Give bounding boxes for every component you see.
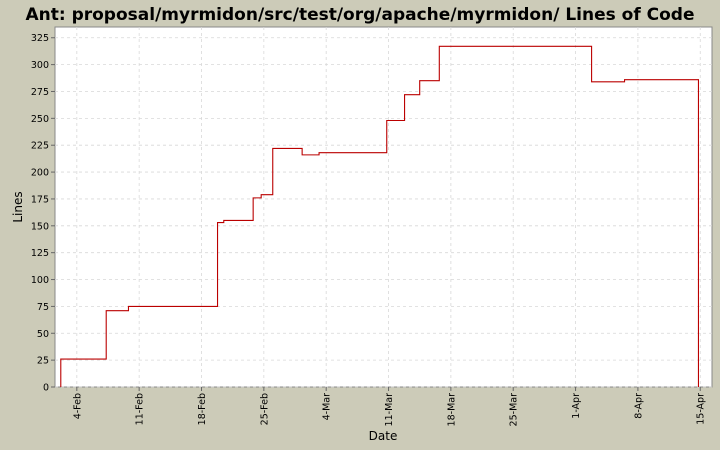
x-tick-label: 4-Mar <box>322 393 333 420</box>
x-tick-label: 25-Feb <box>259 393 270 425</box>
y-tick-label: 275 <box>31 87 49 98</box>
y-tick-label: 50 <box>37 329 49 340</box>
y-tick-label: 125 <box>31 248 49 259</box>
y-axis: 0 25 50 75 100 125 150 175 200 225 250 275 300 325 <box>31 33 55 394</box>
x-tick-label: 18-Feb <box>197 393 208 425</box>
x-tick-label: 4-Feb <box>72 393 83 419</box>
y-tick-label: 250 <box>31 114 49 125</box>
x-axis: 4-Feb 11-Feb 18-Feb 25-Feb 4-Mar 11-Mar 18-Mar… <box>72 387 707 427</box>
y-tick-label: 75 <box>37 302 49 313</box>
plot-area <box>54 26 713 388</box>
grid-lines <box>55 27 712 388</box>
x-tick-label: 25-Mar <box>509 393 520 427</box>
series-line-0 <box>60 45 700 387</box>
y-tick-label: 200 <box>31 168 49 179</box>
y-tick-label: 225 <box>31 141 49 152</box>
y-tick-label: 175 <box>31 194 49 205</box>
chart-title: Ant: proposal/myrmidon/src/test/org/apac… <box>25 5 694 25</box>
y-tick-label: 300 <box>31 60 49 71</box>
x-tick-label: 1-Apr <box>571 393 582 419</box>
y-tick-label: 25 <box>37 356 49 367</box>
y-axis-label: Lines <box>11 191 25 222</box>
y-tick-label: 100 <box>31 275 49 286</box>
y-tick-label: 0 <box>43 383 49 394</box>
x-tick-label: 18-Mar <box>446 393 457 427</box>
y-tick-label: 150 <box>31 221 49 232</box>
series-layer <box>60 45 700 387</box>
x-tick-label: 15-Apr <box>696 393 707 425</box>
x-axis-label: Date <box>369 429 398 443</box>
x-tick-label: 8-Apr <box>633 393 644 419</box>
x-tick-label: 11-Mar <box>384 393 395 427</box>
y-tick-label: 325 <box>31 33 49 44</box>
x-tick-label: 11-Feb <box>135 393 146 425</box>
